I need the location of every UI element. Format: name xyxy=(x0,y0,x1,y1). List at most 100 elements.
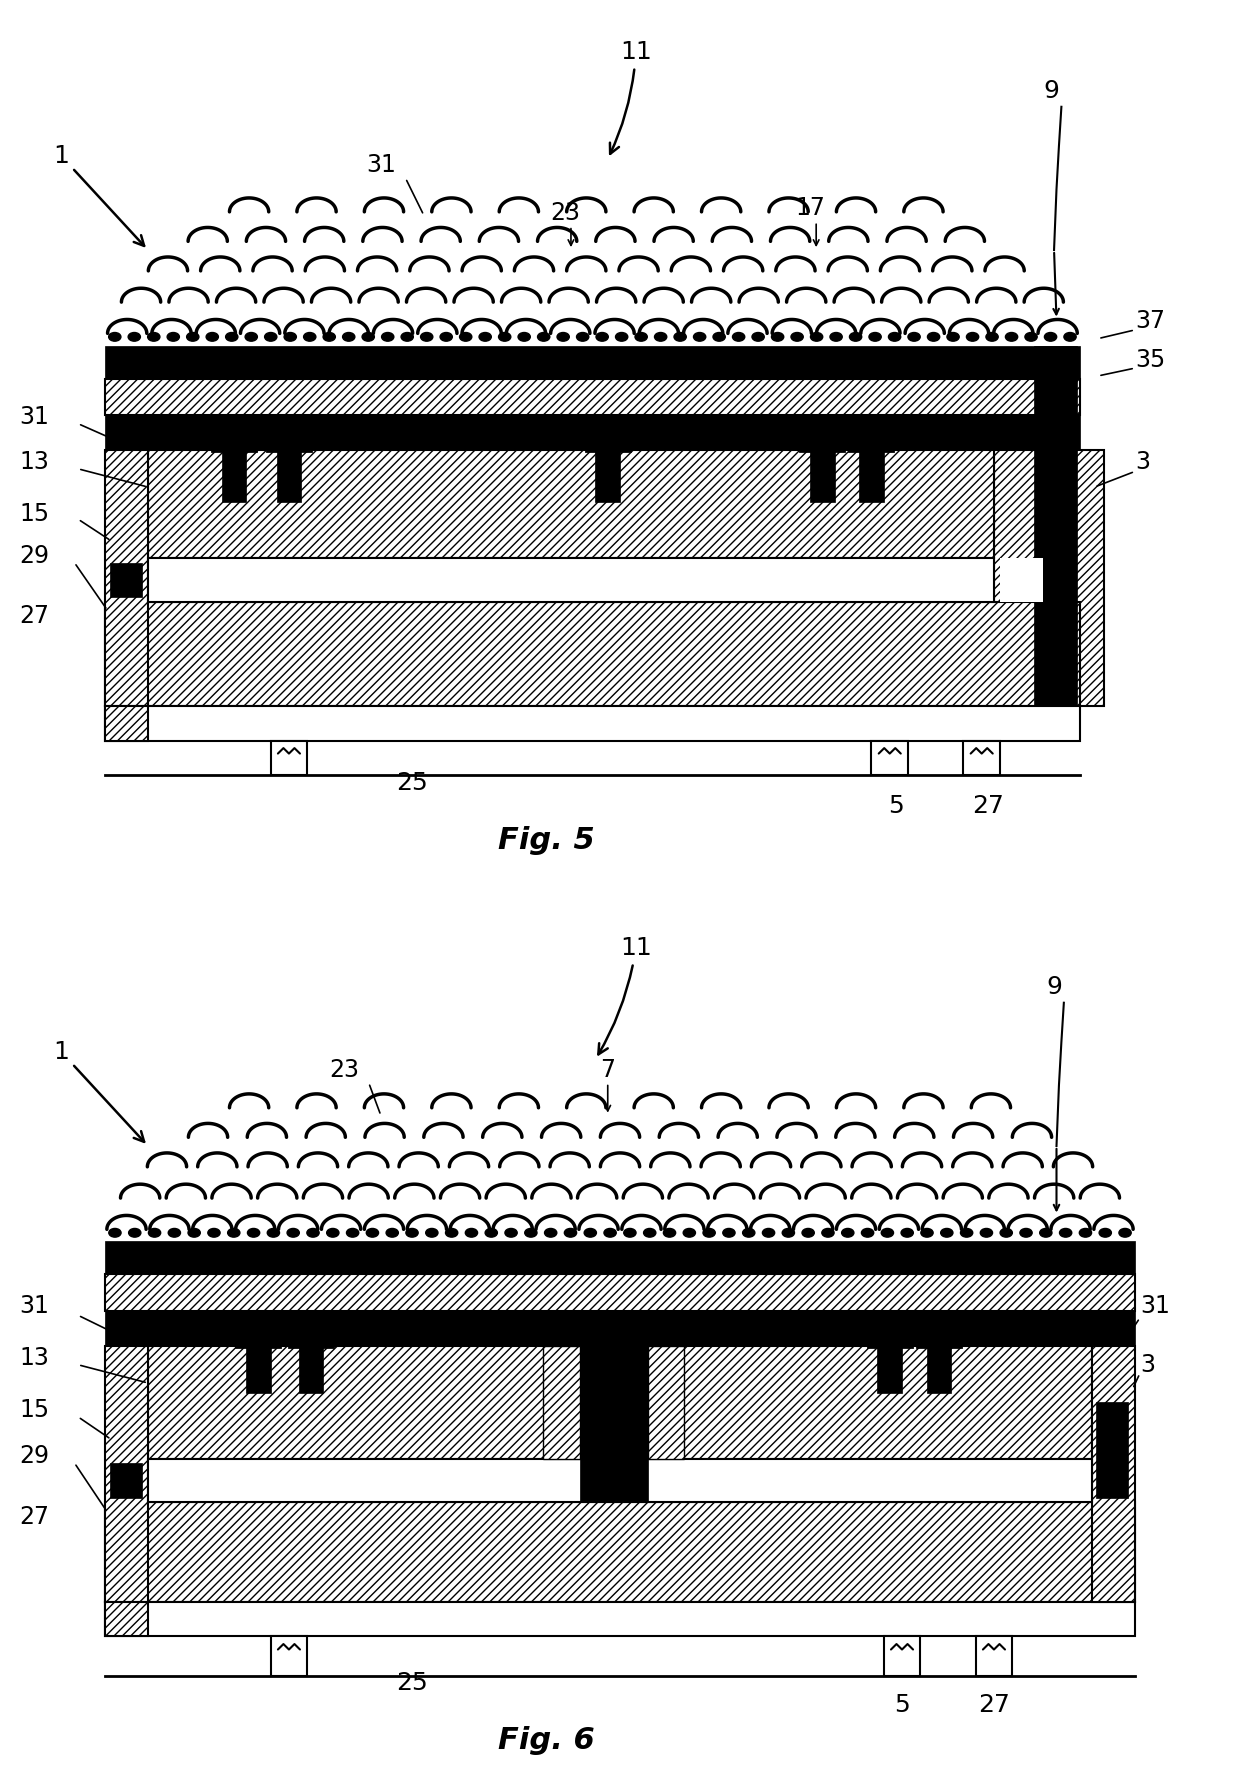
Text: 15: 15 xyxy=(19,1398,50,1422)
Circle shape xyxy=(802,1229,815,1237)
Text: 9: 9 xyxy=(1047,974,1063,999)
Circle shape xyxy=(342,332,355,341)
Circle shape xyxy=(743,1229,755,1237)
Bar xyxy=(105,601,1080,706)
Circle shape xyxy=(425,1229,438,1237)
Circle shape xyxy=(420,332,433,341)
Bar xyxy=(148,1458,1092,1502)
Bar xyxy=(105,379,1080,414)
Text: 31: 31 xyxy=(366,153,396,176)
Circle shape xyxy=(811,332,822,341)
Circle shape xyxy=(362,332,374,341)
Circle shape xyxy=(733,332,745,341)
Text: 17: 17 xyxy=(795,196,825,220)
Circle shape xyxy=(703,1229,715,1237)
Text: 31: 31 xyxy=(19,405,50,428)
Text: 7: 7 xyxy=(600,1058,615,1081)
Circle shape xyxy=(538,332,549,341)
Circle shape xyxy=(386,1229,398,1237)
Circle shape xyxy=(751,332,764,341)
Circle shape xyxy=(268,1229,279,1237)
Circle shape xyxy=(284,332,296,341)
Bar xyxy=(105,1602,1135,1636)
Circle shape xyxy=(405,1229,418,1237)
Text: 31: 31 xyxy=(1140,1294,1169,1317)
Circle shape xyxy=(771,332,784,341)
Circle shape xyxy=(248,1229,259,1237)
Text: Fig. 5: Fig. 5 xyxy=(498,827,595,855)
Circle shape xyxy=(557,332,569,341)
Circle shape xyxy=(226,332,238,341)
Text: 23: 23 xyxy=(329,1058,360,1081)
Bar xyxy=(270,741,308,775)
Circle shape xyxy=(947,332,960,341)
Circle shape xyxy=(264,332,277,341)
Bar xyxy=(878,1346,901,1394)
Circle shape xyxy=(941,1229,952,1237)
Circle shape xyxy=(109,1229,122,1237)
Text: 3: 3 xyxy=(1140,1353,1154,1376)
Circle shape xyxy=(505,1229,517,1237)
Circle shape xyxy=(208,1229,219,1237)
Circle shape xyxy=(921,1229,934,1237)
Circle shape xyxy=(167,332,180,341)
Circle shape xyxy=(382,332,394,341)
Circle shape xyxy=(842,1229,854,1237)
Circle shape xyxy=(149,1229,161,1237)
Circle shape xyxy=(1064,332,1076,341)
Text: 1: 1 xyxy=(53,144,144,245)
Circle shape xyxy=(981,1229,992,1237)
Circle shape xyxy=(663,1229,676,1237)
Circle shape xyxy=(246,332,258,341)
Circle shape xyxy=(791,332,804,341)
Circle shape xyxy=(1079,1229,1091,1237)
Circle shape xyxy=(346,1229,358,1237)
Circle shape xyxy=(655,332,667,341)
Text: 11: 11 xyxy=(610,41,652,155)
Circle shape xyxy=(763,1229,775,1237)
Circle shape xyxy=(908,332,920,341)
Circle shape xyxy=(986,332,998,341)
Text: 9: 9 xyxy=(1043,78,1059,103)
Circle shape xyxy=(498,332,511,341)
Bar xyxy=(1001,558,1043,601)
Circle shape xyxy=(635,332,647,341)
Circle shape xyxy=(1059,1229,1071,1237)
Bar xyxy=(859,450,884,501)
Circle shape xyxy=(1006,332,1018,341)
Circle shape xyxy=(366,1229,378,1237)
Circle shape xyxy=(109,332,122,341)
Bar xyxy=(976,1636,1012,1675)
Bar xyxy=(246,1346,270,1394)
Bar xyxy=(148,450,994,558)
Text: 35: 35 xyxy=(1135,348,1166,372)
Circle shape xyxy=(304,332,316,341)
Bar xyxy=(222,450,246,501)
Bar xyxy=(277,450,301,501)
Circle shape xyxy=(187,332,198,341)
Circle shape xyxy=(675,332,686,341)
Text: 3: 3 xyxy=(1135,450,1149,473)
Text: 25: 25 xyxy=(396,1671,428,1694)
Circle shape xyxy=(723,1229,735,1237)
Bar xyxy=(595,450,620,501)
Text: 13: 13 xyxy=(19,1346,50,1369)
Circle shape xyxy=(604,1229,616,1237)
Circle shape xyxy=(188,1229,201,1237)
Circle shape xyxy=(624,1229,636,1237)
Text: 5: 5 xyxy=(894,1693,910,1718)
Text: 15: 15 xyxy=(19,501,50,526)
Circle shape xyxy=(1099,1229,1111,1237)
Circle shape xyxy=(615,332,627,341)
Bar xyxy=(148,558,994,601)
Bar xyxy=(926,1346,951,1394)
Circle shape xyxy=(1118,1229,1131,1237)
Bar xyxy=(299,1346,324,1394)
Bar xyxy=(105,1502,1135,1602)
Bar xyxy=(105,450,148,706)
Circle shape xyxy=(596,332,609,341)
Circle shape xyxy=(148,332,160,341)
Circle shape xyxy=(713,332,725,341)
Text: 37: 37 xyxy=(1135,309,1164,332)
Bar xyxy=(1034,345,1078,706)
